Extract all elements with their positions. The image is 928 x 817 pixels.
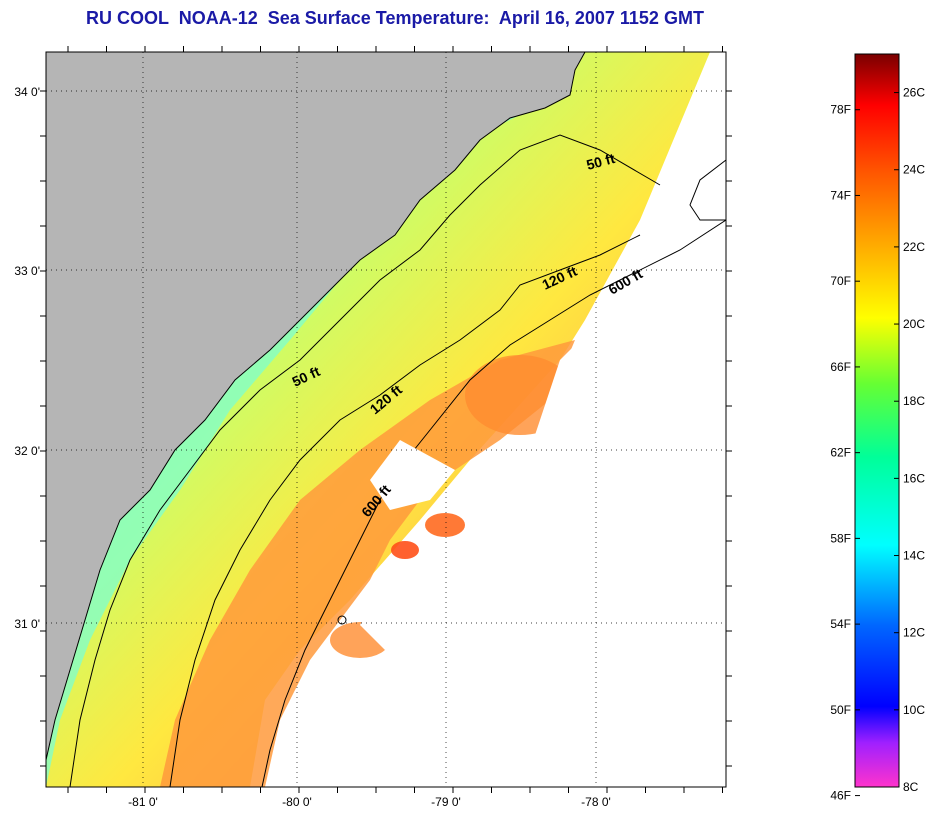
colorbar-f-label: 62F	[830, 446, 851, 460]
colorbar-c-label: 8C	[903, 780, 919, 794]
colorbar-frame	[854, 53, 900, 788]
graticule	[46, 52, 726, 787]
colorbar-f-label: 46F	[830, 789, 851, 803]
lat-label: 32 0'	[14, 444, 40, 458]
colorbar-c-label: 16C	[903, 471, 925, 485]
lat-label: 31 0'	[14, 617, 40, 631]
isobath-600ft-north	[689, 159, 726, 221]
colorbar-f-label: 66F	[830, 360, 851, 374]
no-data-gap	[300, 670, 340, 710]
colorbar-c-label: 22C	[903, 240, 925, 254]
lon-label: -78 0'	[581, 795, 611, 809]
colorbar-c-label: 18C	[903, 394, 925, 408]
no-data-gap	[380, 250, 726, 787]
colorbar-ticks	[855, 92, 899, 797]
no-data-gap	[370, 440, 455, 510]
colorbar-f-label: 74F	[830, 188, 851, 202]
isobath-600ft	[261, 219, 726, 787]
no-data-gap	[360, 600, 420, 650]
colorbar-c-labels: 26C 24C 22C 20C 18C 16C 14C 12C 10C 8C	[903, 86, 925, 794]
colorbar-c-label: 12C	[903, 626, 925, 640]
colorbar-c-label: 24C	[903, 163, 925, 177]
lon-label: -80 0'	[282, 795, 312, 809]
lat-label: 34 0'	[14, 85, 40, 99]
map-ticks	[40, 46, 732, 793]
colorbar-f-label: 70F	[830, 274, 851, 288]
isobath-50ft	[69, 134, 661, 787]
warm-patch	[425, 513, 465, 537]
isobath-120ft	[169, 234, 641, 787]
station-marker	[337, 615, 347, 625]
colorbar-c-label: 26C	[903, 86, 925, 100]
warm-patch	[391, 541, 419, 559]
colorbar-c-label: 14C	[903, 549, 925, 563]
colorbar-c-label: 20C	[903, 317, 925, 331]
lon-label: -81 0'	[128, 795, 158, 809]
isobath-label: 50 ft	[585, 150, 617, 173]
colorbar	[855, 54, 899, 787]
map-area	[46, 52, 726, 787]
lon-label: -79 0'	[431, 795, 461, 809]
colorbar-f-label: 50F	[830, 703, 851, 717]
lat-label: 33 0'	[14, 264, 40, 278]
colorbar-f-labels: 78F 74F 70F 66F 62F 58F 54F 50F 46F	[830, 103, 851, 803]
colorbar-c-label: 10C	[903, 703, 925, 717]
chart-title: RU COOL NOAA-12 Sea Surface Temperature:…	[86, 8, 704, 28]
warm-water-region	[160, 340, 575, 787]
map-frame	[45, 51, 727, 788]
land	[46, 52, 585, 760]
colorbar-f-label: 54F	[830, 617, 851, 631]
colorbar-f-label: 78F	[830, 103, 851, 117]
coastline	[46, 52, 586, 761]
colorbar-f-label: 58F	[830, 531, 851, 545]
